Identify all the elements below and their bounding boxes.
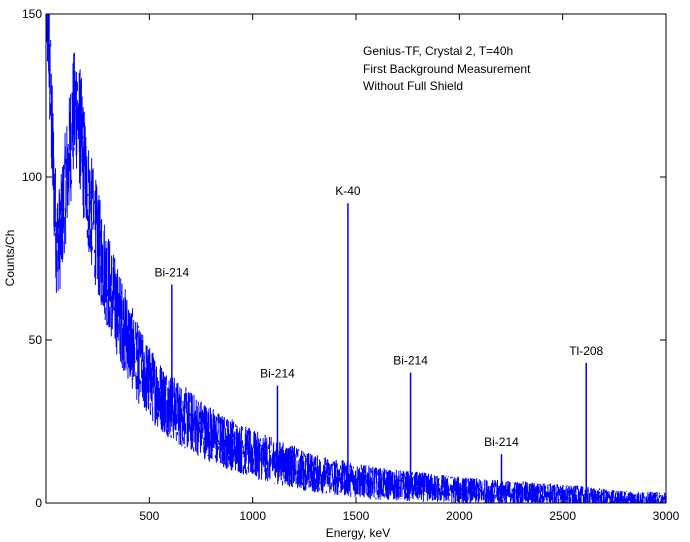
spectrum-trace bbox=[46, 13, 667, 504]
peak-label: Bi-214 bbox=[484, 435, 519, 449]
title-line-3: Without Full Shield bbox=[363, 79, 463, 93]
x-tick-label: 1500 bbox=[343, 509, 370, 523]
x-tick-label: 2000 bbox=[446, 509, 473, 523]
x-tick-label: 3000 bbox=[653, 509, 680, 523]
peak-label: Bi-214 bbox=[260, 367, 295, 381]
peak-label: Tl-208 bbox=[569, 344, 603, 358]
x-tick-label: 1000 bbox=[239, 509, 266, 523]
x-axis-label: Energy, keV bbox=[326, 526, 390, 540]
peak-label: Bi-214 bbox=[393, 354, 428, 368]
x-tick-label: 500 bbox=[139, 509, 159, 523]
y-tick-label: 0 bbox=[35, 496, 42, 510]
plot-area: Bi-214 Bi-214 K-40 Bi-214 Bi-214 Tl-208 bbox=[46, 13, 667, 504]
plot-frame bbox=[45, 13, 667, 504]
peak-label: Bi-214 bbox=[155, 266, 190, 280]
title-line-2: First Background Measurement bbox=[363, 62, 531, 76]
y-tick-label: 50 bbox=[29, 333, 43, 347]
title-block: Genius-TF, Crystal 2, T=40h First Backgr… bbox=[363, 44, 531, 93]
y-tick-label: 150 bbox=[22, 7, 42, 21]
x-tick-label: 2500 bbox=[549, 509, 576, 523]
title-line-1: Genius-TF, Crystal 2, T=40h bbox=[363, 44, 513, 58]
y-axis-label: Counts/Ch bbox=[3, 230, 17, 287]
y-tick-label: 100 bbox=[22, 170, 42, 184]
peak-label: K-40 bbox=[335, 184, 361, 198]
axis-ticks: 500 1000 1500 2000 2500 3000 0 50 100 150 bbox=[22, 7, 680, 523]
